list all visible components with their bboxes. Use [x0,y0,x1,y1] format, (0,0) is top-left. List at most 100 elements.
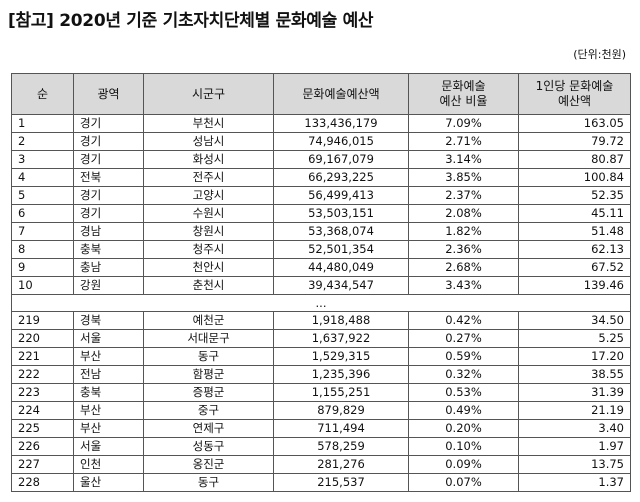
unit-label: (단위:천원) [573,48,626,61]
cell-district: 연제구 [143,419,274,438]
cell-ratio: 0.32% [408,365,519,384]
cell-district: 춘천시 [143,276,274,295]
table-row: 221 부산 동구 1,529,315 0.59% 17.20 [11,347,631,366]
table-row: 223 충북 증평군 1,155,251 0.53% 31.39 [11,383,631,402]
table-header-row: 순 광역 시군구 문화예술예산액 문화예술 예산 비율 1인당 문화예술 예산액 [11,73,631,115]
cell-region: 경기 [73,186,144,205]
table-row: 222 전남 함평군 1,235,396 0.32% 38.55 [11,365,631,384]
cell-district: 중구 [143,401,274,420]
cell-rank: 228 [11,473,74,492]
cell-per-capita: 13.75 [518,455,631,474]
cell-per-capita: 5.25 [518,329,631,348]
table-row: 227 인천 옹진군 281,276 0.09% 13.75 [11,455,631,474]
cell-per-capita: 31.39 [518,383,631,402]
cell-district: 고양시 [143,186,274,205]
table-row: 1 경기 부천시 133,436,179 7.09% 163.05 [11,114,631,133]
cell-per-capita: 52.35 [518,186,631,205]
cell-rank: 225 [11,419,74,438]
cell-per-capita: 62.13 [518,240,631,259]
cell-budget: 879,829 [273,401,409,420]
cell-region: 울산 [73,473,144,492]
cell-per-capita: 1.37 [518,473,631,492]
table-row: 6 경기 수원시 53,503,151 2.08% 45.11 [11,204,631,223]
cell-budget: 53,368,074 [273,222,409,241]
cell-district: 천안시 [143,258,274,277]
cell-budget: 133,436,179 [273,114,409,133]
cell-rank: 4 [11,168,74,187]
cell-district: 예천군 [143,311,274,330]
cell-ratio: 2.08% [408,204,519,223]
table-row: 224 부산 중구 879,829 0.49% 21.19 [11,401,631,420]
cell-ratio: 0.07% [408,473,519,492]
cell-per-capita: 163.05 [518,114,631,133]
cell-region: 경기 [73,150,144,169]
cell-per-capita: 45.11 [518,204,631,223]
cell-per-capita: 139.46 [518,276,631,295]
cell-district: 수원시 [143,204,274,223]
cell-rank: 222 [11,365,74,384]
table-row: 5 경기 고양시 56,499,413 2.37% 52.35 [11,186,631,205]
cell-rank: 223 [11,383,74,402]
cell-region: 충북 [73,383,144,402]
cell-district: 성동구 [143,437,274,456]
cell-ratio: 3.43% [408,276,519,295]
header-ratio: 문화예술 예산 비율 [408,73,519,115]
cell-region: 부산 [73,401,144,420]
cell-district: 서대문구 [143,329,274,348]
table-row: 7 경남 창원시 53,368,074 1.82% 51.48 [11,222,631,241]
cell-per-capita: 17.20 [518,347,631,366]
cell-region: 충북 [73,240,144,259]
cell-budget: 56,499,413 [273,186,409,205]
cell-region: 경기 [73,132,144,151]
cell-region: 경북 [73,311,144,330]
cell-ratio: 3.14% [408,150,519,169]
cell-per-capita: 38.55 [518,365,631,384]
cell-rank: 10 [11,276,74,295]
cell-budget: 281,276 [273,455,409,474]
cell-ratio: 0.49% [408,401,519,420]
header-budget: 문화예술예산액 [273,73,409,115]
cell-rank: 5 [11,186,74,205]
cell-ratio: 2.36% [408,240,519,259]
header-per-capita: 1인당 문화예술 예산액 [518,73,631,115]
cell-district: 증평군 [143,383,274,402]
cell-district: 화성시 [143,150,274,169]
cell-district: 청주시 [143,240,274,259]
cell-per-capita: 1.97 [518,437,631,456]
cell-per-capita: 34.50 [518,311,631,330]
table-row: 9 충남 천안시 44,480,049 2.68% 67.52 [11,258,631,277]
cell-budget: 44,480,049 [273,258,409,277]
cell-district: 전주시 [143,168,274,187]
cell-budget: 1,918,488 [273,311,409,330]
cell-region: 인천 [73,455,144,474]
table-row: 4 전북 전주시 66,293,225 3.85% 100.84 [11,168,631,187]
cell-rank: 220 [11,329,74,348]
cell-budget: 1,637,922 [273,329,409,348]
cell-ratio: 2.68% [408,258,519,277]
cell-budget: 52,501,354 [273,240,409,259]
cell-budget: 66,293,225 [273,168,409,187]
cell-budget: 1,235,396 [273,365,409,384]
cell-ratio: 0.20% [408,419,519,438]
cell-ratio: 0.10% [408,437,519,456]
cell-ratio: 0.53% [408,383,519,402]
cell-budget: 711,494 [273,419,409,438]
cell-per-capita: 100.84 [518,168,631,187]
cell-region: 충남 [73,258,144,277]
cell-region: 경기 [73,114,144,133]
cell-per-capita: 80.87 [518,150,631,169]
cell-ratio: 0.09% [408,455,519,474]
cell-rank: 219 [11,311,74,330]
header-region: 광역 [73,73,144,115]
cell-rank: 221 [11,347,74,366]
cell-district: 성남시 [143,132,274,151]
cell-rank: 224 [11,401,74,420]
cell-district: 부천시 [143,114,274,133]
cell-region: 경기 [73,204,144,223]
table-body: 1 경기 부천시 133,436,179 7.09% 163.05 2 경기 성남시 74,946… [11,114,631,492]
ellipsis-row: ... [11,294,631,312]
header-rank: 순 [11,73,74,115]
cell-rank: 3 [11,150,74,169]
cell-ratio: 2.37% [408,186,519,205]
cell-budget: 1,529,315 [273,347,409,366]
